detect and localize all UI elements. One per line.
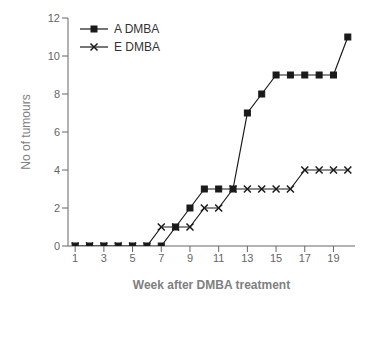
svg-text:No of tumours: No of tumours: [19, 94, 33, 169]
html-text:A DMBA: A DMBA: [114, 22, 160, 36]
svg-text:10: 10: [48, 50, 60, 62]
svg-text:4: 4: [54, 164, 60, 176]
svg-text:3: 3: [101, 252, 107, 264]
svg-text:9: 9: [187, 252, 193, 264]
svg-text:15: 15: [270, 252, 282, 264]
svg-text:6: 6: [54, 126, 60, 138]
svg-text:8: 8: [54, 88, 60, 100]
svg-text:11: 11: [213, 252, 224, 264]
html-text:E DMBA: E DMBA: [114, 40, 160, 54]
svg-text:1: 1: [72, 252, 78, 264]
svg-text:7: 7: [158, 252, 164, 264]
svg-text:Week after DMBA treatment: Week after DMBA treatment: [133, 278, 290, 292]
svg-text:2: 2: [54, 202, 60, 214]
svg-text:5: 5: [130, 252, 136, 264]
svg-text:12: 12: [48, 12, 60, 24]
svg-text:19: 19: [327, 252, 339, 264]
svg-text:13: 13: [241, 252, 253, 264]
svg-text:17: 17: [299, 252, 311, 264]
svg-text:0: 0: [54, 240, 60, 252]
